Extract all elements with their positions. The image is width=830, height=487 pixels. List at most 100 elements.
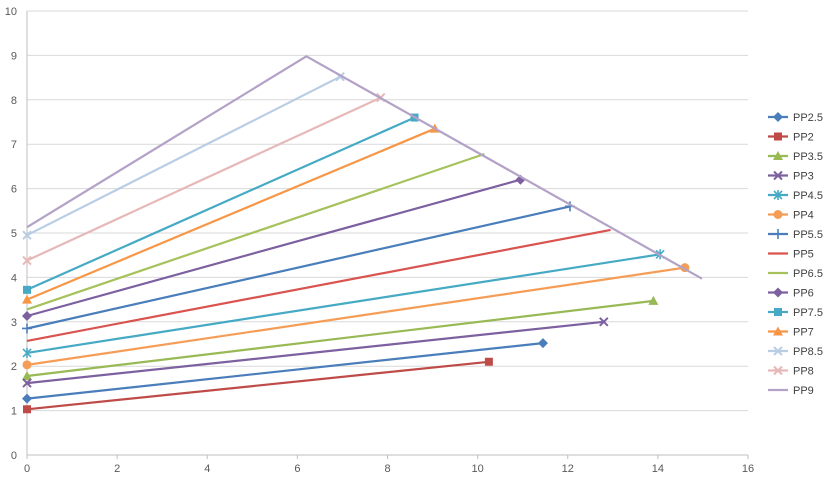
series-line [26,205,571,330]
series-pp6-5 [26,152,485,311]
legend-label: PP4 [793,210,814,222]
data-point [22,360,32,370]
legend-item: PP4.5 [768,190,823,202]
x-tick-label: 10 [472,463,484,475]
series-pp3 [22,317,609,388]
legend-item: PP8 [768,366,814,378]
legend-label: PP6.5 [793,268,823,280]
y-tick-label: 0 [11,450,17,462]
series-line [26,228,611,342]
legend-marker [773,170,783,181]
data-point [22,393,32,404]
gridlines [27,10,748,412]
series-line [26,55,703,280]
legend-item: PP4 [768,210,814,222]
x-tick-label: 14 [652,463,664,475]
legend-label: PP3.5 [793,151,823,163]
x-tick-label: 0 [24,463,30,475]
legend-item: PP7.5 [768,307,823,319]
data-point [23,285,31,294]
y-tick-label: 7 [11,139,17,151]
legend-marker [773,229,783,239]
series-pp9 [26,55,703,280]
data-point [22,255,32,266]
series-line [26,360,490,411]
series-line [26,178,521,318]
series-line [26,299,654,378]
series-pp4 [22,263,690,370]
legend-item: PP2.5 [768,112,823,124]
y-tick-label: 8 [11,95,17,107]
legend-item: PP5.5 [768,229,823,241]
legend-item: PP2 [768,132,814,144]
series-pp7-5 [23,113,419,294]
series-line [26,253,661,354]
legend-label: PP7.5 [793,307,823,319]
data-point [22,230,32,240]
series-line [26,342,544,400]
y-tick-label: 3 [11,317,17,329]
series-line [26,152,485,311]
legend-label: PP4.5 [793,190,823,202]
series-pp5 [26,228,611,342]
legend-label: PP6 [793,288,814,300]
data-point [22,294,32,304]
legend-marker [773,346,783,356]
y-tick-label: 1 [11,406,17,418]
legend-label: PP9 [793,385,814,397]
x-tick-label: 16 [742,463,754,475]
series-line [26,320,604,385]
data-point [537,338,548,349]
series-group [22,55,703,414]
y-tick-label: 5 [11,228,17,240]
x-tick-label: 6 [294,463,300,475]
series-line [26,75,341,237]
legend-label: PP5.5 [793,229,823,241]
legend-item: PP3.5 [768,151,823,163]
legend-item: PP3 [768,171,814,183]
x-tick-label: 2 [114,463,120,475]
legend-item: PP8.5 [768,346,823,358]
series-pp2-5 [22,338,548,404]
data-point [22,370,32,380]
data-point [23,405,31,414]
y-tick-label: 9 [11,50,17,62]
legend-item: PP5 [768,249,814,261]
y-tick-label: 4 [11,272,17,284]
series-line [26,266,686,366]
series-line [26,127,436,301]
legend-marker [773,287,783,298]
series-pp8-5 [22,72,345,240]
legend-label: PP8.5 [793,346,823,358]
series-line [26,96,382,262]
legend-marker [773,326,783,336]
legend-item: PP6.5 [768,268,823,280]
series-pp2 [23,357,493,414]
legend-label: PP3 [793,171,814,183]
data-point [22,311,32,322]
legend-item: PP7 [768,326,814,339]
series-pp3-5 [22,295,659,380]
legend-label: PP8 [793,366,814,378]
x-tick-label: 12 [562,463,574,475]
series-pp4-5 [22,249,665,358]
series-line [26,116,415,291]
data-point [599,317,609,327]
legend-marker [774,132,782,141]
legend-marker [774,308,782,316]
legend-item: PP6 [768,287,814,300]
y-tick-label: 2 [11,361,17,373]
legend-label: PP5 [793,249,814,261]
y-tick-label: 6 [11,184,17,196]
x-tick-label: 8 [384,463,390,475]
legend-label: PP2.5 [793,112,823,124]
data-point [22,347,32,358]
legend-marker [773,151,783,160]
y-tick-label: 10 [5,6,17,18]
data-point [484,357,493,366]
legend-marker [773,210,783,219]
legend-item: PP9 [768,385,814,397]
